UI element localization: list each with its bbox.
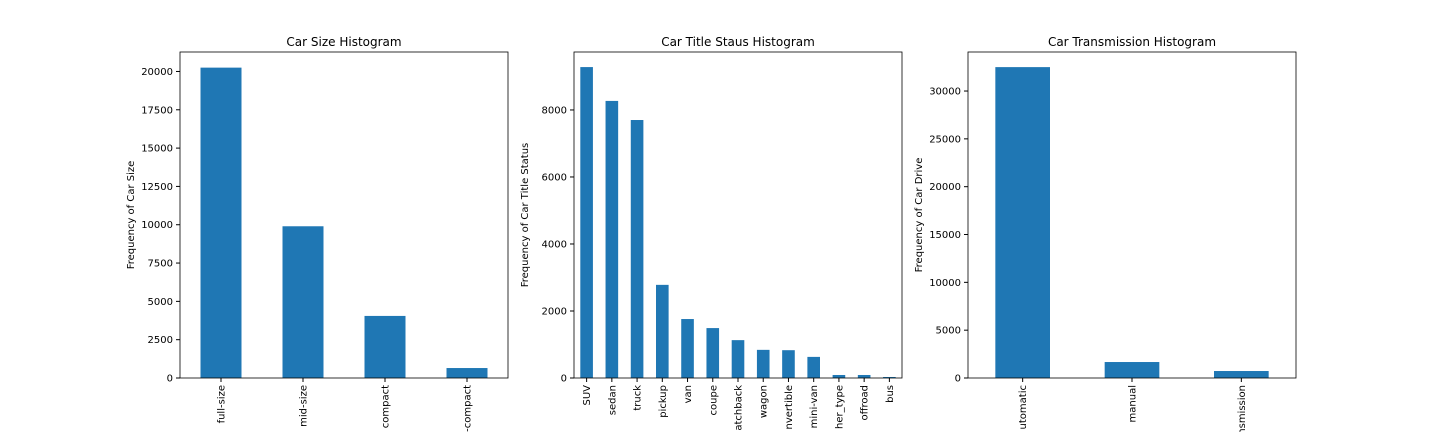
y-tick-label: 2500 — [148, 335, 173, 346]
x-tick-label: mini-van — [809, 385, 820, 428]
x-tick-label: bus — [885, 385, 896, 403]
y-tick-label: 6000 — [542, 172, 567, 183]
y-tick-label: 30000 — [929, 87, 961, 98]
bar — [282, 226, 324, 378]
y-axis-label: Frequency of Car Size — [126, 161, 137, 270]
chart-title: Car Transmission Histogram — [1048, 35, 1216, 49]
bar — [731, 340, 745, 378]
x-tick-label: wagon — [759, 385, 770, 418]
x-tick-label: nsmission — [1237, 385, 1248, 432]
bar — [857, 374, 871, 378]
y-tick-label: 25000 — [929, 134, 961, 145]
y-tick-label: 2000 — [542, 306, 567, 317]
y-tick-label: 20000 — [141, 67, 173, 78]
y-tick-label: 17500 — [141, 105, 173, 116]
x-tick-label: atchback — [734, 385, 745, 431]
y-tick-label: 5000 — [936, 326, 961, 337]
x-tick-label: SUV — [582, 385, 593, 406]
bar — [832, 374, 846, 378]
bar — [756, 349, 770, 378]
bar — [681, 319, 694, 378]
y-tick-label: 10000 — [141, 220, 173, 231]
bar — [706, 328, 720, 378]
axes-frame — [573, 51, 903, 379]
x-tick-label: her_type — [834, 385, 845, 429]
y-tick-label: 15000 — [929, 230, 961, 241]
bar — [1214, 371, 1269, 378]
x-tick-label: coupe — [708, 385, 719, 415]
y-tick-label: 7500 — [148, 259, 173, 270]
y-axis-label: Frequency of Car Drive — [914, 158, 925, 273]
bar — [364, 315, 406, 378]
y-tick-label: 5000 — [148, 297, 173, 308]
bar — [807, 356, 820, 378]
x-tick-label: mid-size — [299, 385, 310, 427]
x-tick-label: utomatic — [1018, 385, 1029, 429]
y-tick-label: 10000 — [929, 278, 961, 289]
x-tick-label: compact — [381, 385, 392, 428]
x-tick-label: nvertible — [784, 385, 795, 430]
x-tick-label: manual — [1128, 385, 1139, 422]
y-tick-label: 4000 — [542, 239, 567, 250]
x-tick-label: pickup — [658, 385, 669, 418]
x-tick-label: sedan — [607, 385, 618, 415]
bar — [200, 67, 242, 378]
bar — [630, 120, 644, 378]
bar — [446, 368, 488, 378]
bar — [883, 376, 896, 378]
y-tick-label: 0 — [167, 374, 173, 385]
x-tick-label: -compact — [463, 385, 474, 432]
y-tick-label: 0 — [955, 374, 961, 385]
y-tick-label: 15000 — [141, 144, 173, 155]
x-tick-label: van — [683, 385, 694, 403]
bar — [580, 67, 593, 378]
y-tick-label: 12500 — [141, 182, 173, 193]
x-tick-label: full-size — [217, 385, 228, 423]
bar — [995, 67, 1050, 378]
axes-frame — [967, 51, 1297, 379]
x-tick-label: truck — [633, 385, 644, 411]
bar — [656, 284, 669, 378]
y-tick-label: 20000 — [929, 182, 961, 193]
y-tick-label: 8000 — [542, 105, 567, 116]
chart-title: Car Title Staus Histogram — [661, 35, 815, 49]
y-tick-label: 0 — [561, 374, 567, 385]
bar — [1104, 362, 1160, 378]
axes-frame — [179, 51, 509, 379]
x-tick-label: offroad — [860, 385, 871, 421]
y-axis-label: Frequency of Car Title Status — [520, 143, 531, 288]
bar — [605, 100, 619, 379]
chart-title: Car Size Histogram — [286, 35, 401, 49]
bar — [782, 350, 795, 378]
